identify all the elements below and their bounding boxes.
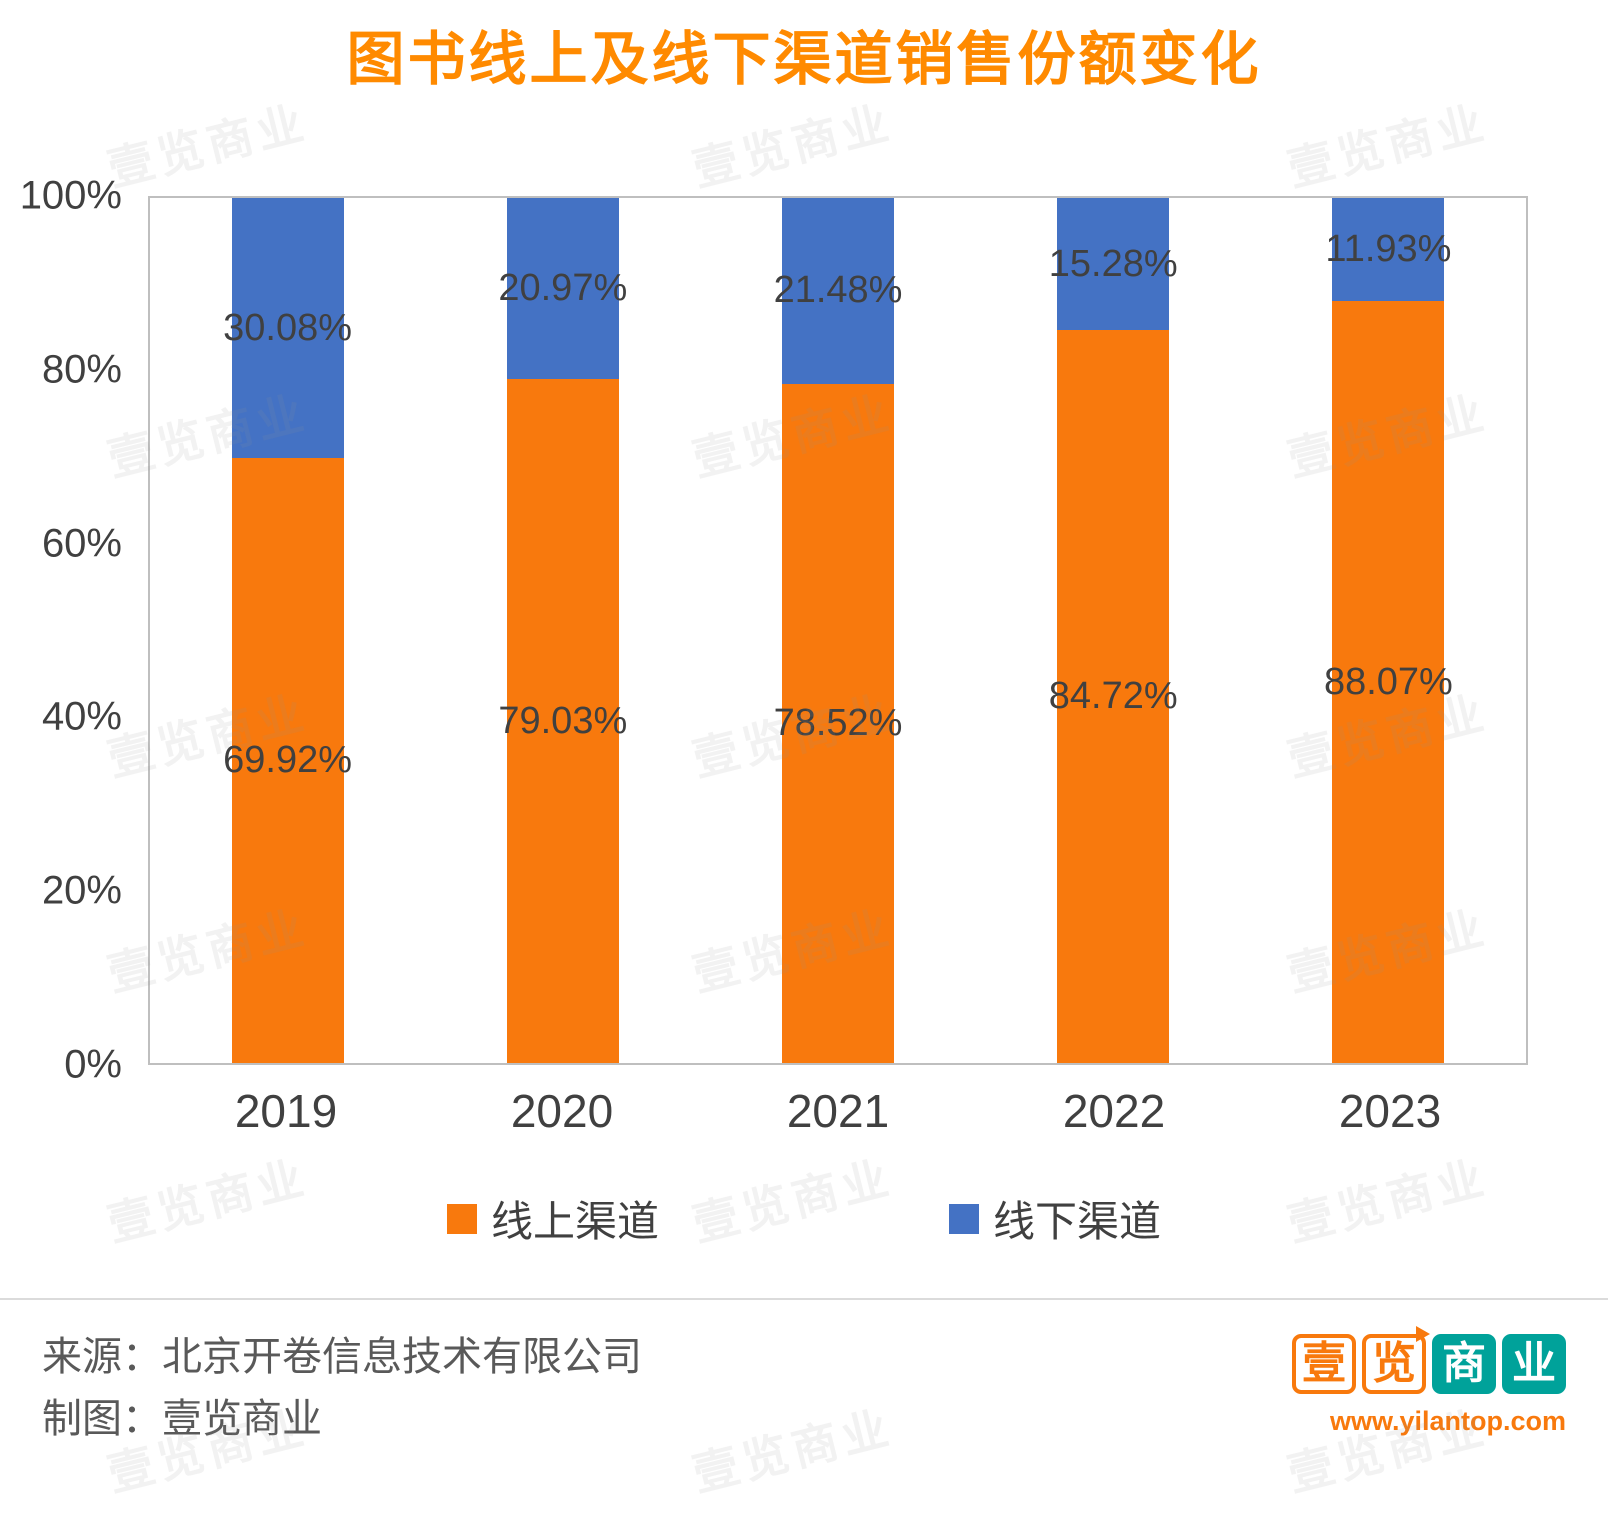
website-url: www.yilantop.com bbox=[1329, 1406, 1566, 1436]
watermark-text: 壹览商业 bbox=[687, 96, 898, 196]
x-axis: 2019 2020 2021 2022 2023 bbox=[148, 1084, 1528, 1138]
legend-item-线下渠道: 线下渠道 bbox=[949, 1188, 1161, 1249]
plot-area: 30.08% 69.92% 20.97% 79.03% 21.48% 78.52% 15.2… bbox=[148, 196, 1528, 1065]
segment-offline-2021: 21.48% bbox=[774, 198, 902, 384]
legend-label: 线下渠道 bbox=[993, 1198, 1162, 1245]
bar-slot: 11.93% 88.07% bbox=[1251, 198, 1526, 1063]
logo-play-icon bbox=[1416, 1326, 1430, 1342]
segment-offline-2022: 15.28% bbox=[1049, 198, 1178, 331]
source-line: 来源：北京开卷信息技术有限公司 bbox=[42, 1335, 642, 1379]
x-tick-label: 2023 bbox=[1338, 1085, 1442, 1137]
brand-logo: 壹览商业 www.yilantop.com bbox=[1292, 1326, 1566, 1437]
segment-online-2022: 84.72% bbox=[1049, 330, 1178, 1063]
bar-slot: 30.08% 69.92% bbox=[150, 198, 425, 1063]
online-value-label: 79.03% bbox=[498, 699, 628, 742]
online-value-label: 69.92% bbox=[223, 739, 353, 782]
segment-online-2023: 88.07% bbox=[1324, 301, 1453, 1063]
watermark-text: 壹览商业 bbox=[1282, 96, 1493, 196]
bar-2022: 15.28% 84.72% bbox=[1049, 198, 1178, 1063]
offline-value-label: 21.48% bbox=[773, 269, 903, 312]
bar-slot: 20.97% 79.03% bbox=[425, 198, 700, 1063]
y-tick-label: 40% bbox=[41, 694, 122, 739]
logo-char: 览 bbox=[1362, 1334, 1426, 1394]
segment-online-2019: 69.92% bbox=[223, 458, 352, 1063]
bar-2020: 20.97% 79.03% bbox=[498, 198, 627, 1063]
legend: 线上渠道 线下渠道 bbox=[0, 1188, 1608, 1249]
footer: 来源：北京开卷信息技术有限公司 制图：壹览商业 壹览商业 www.yilanto… bbox=[42, 1326, 1566, 1450]
y-tick-label: 100% bbox=[19, 173, 122, 218]
y-tick-label: 0% bbox=[64, 1042, 122, 1087]
bar-slot: 21.48% 78.52% bbox=[700, 198, 975, 1063]
logo-char: 业 bbox=[1502, 1334, 1566, 1394]
bar-2019: 30.08% 69.92% bbox=[223, 198, 352, 1063]
bar-slot: 15.28% 84.72% bbox=[976, 198, 1251, 1063]
offline-value-label: 11.93% bbox=[1325, 228, 1452, 271]
legend-item-线上渠道: 线上渠道 bbox=[446, 1188, 659, 1249]
online-value-label: 84.72% bbox=[1048, 675, 1178, 718]
logo-char: 壹 bbox=[1292, 1334, 1356, 1394]
bar-2021: 21.48% 78.52% bbox=[774, 198, 902, 1063]
offline-value-label: 30.08% bbox=[223, 306, 353, 349]
credits: 来源：北京开卷信息技术有限公司 制图：壹览商业 bbox=[42, 1326, 642, 1450]
x-tick-label: 2021 bbox=[786, 1085, 890, 1137]
y-axis: 0% 20% 40% 60% 80% 100% bbox=[0, 174, 132, 1087]
segment-offline-2019: 30.08% bbox=[223, 198, 352, 459]
segment-offline-2020: 20.97% bbox=[498, 198, 627, 380]
online-value-label: 78.52% bbox=[773, 701, 903, 744]
bar-2023: 11.93% 88.07% bbox=[1324, 198, 1453, 1063]
watermark-text: 壹览商业 bbox=[102, 96, 313, 196]
segment-online-2020: 79.03% bbox=[498, 379, 627, 1063]
y-tick-label: 60% bbox=[41, 521, 122, 566]
chart-title: 图书线上及线下渠道销售份额变化 bbox=[346, 27, 1262, 92]
yilan-logo: 壹览商业 bbox=[1292, 1326, 1566, 1394]
y-tick-label: 80% bbox=[41, 347, 122, 392]
x-tick-label: 2020 bbox=[510, 1085, 614, 1137]
x-tick-label: 2019 bbox=[234, 1085, 338, 1137]
divider bbox=[0, 1298, 1608, 1300]
legend-label: 线上渠道 bbox=[490, 1198, 659, 1245]
segment-online-2021: 78.52% bbox=[774, 383, 902, 1063]
legend-swatch bbox=[446, 1203, 477, 1234]
x-tick-label: 2022 bbox=[1062, 1085, 1166, 1137]
offline-value-label: 20.97% bbox=[498, 267, 628, 310]
segment-offline-2023: 11.93% bbox=[1325, 198, 1451, 302]
legend-swatch bbox=[949, 1203, 979, 1234]
offline-value-label: 15.28% bbox=[1048, 242, 1178, 285]
logo-char: 商 bbox=[1432, 1334, 1496, 1394]
y-tick-label: 20% bbox=[41, 868, 122, 913]
credit-line: 制图：壹览商业 bbox=[42, 1397, 322, 1441]
online-value-label: 88.07% bbox=[1323, 660, 1453, 703]
